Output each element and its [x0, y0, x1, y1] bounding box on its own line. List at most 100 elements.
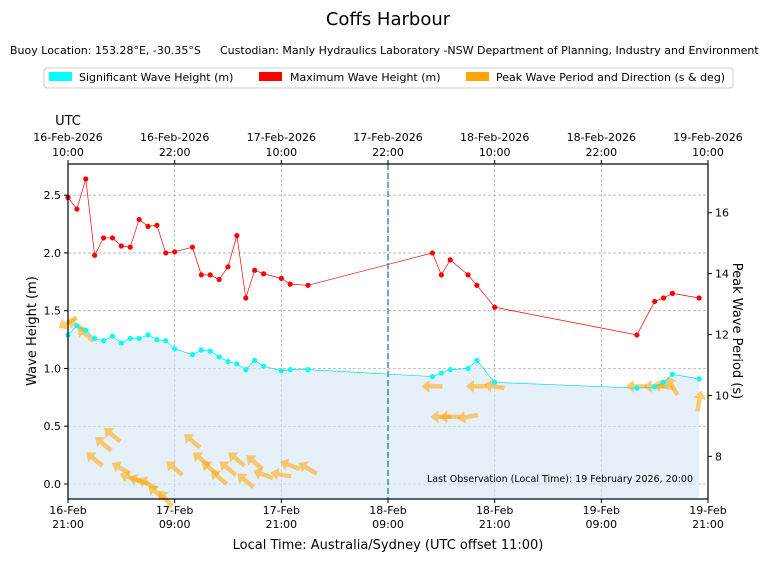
legend-swatch-maximum: [259, 72, 282, 81]
chart-title: Coffs Harbour: [326, 9, 451, 30]
significant-wave-point: [252, 357, 258, 363]
significant-wave-point: [74, 323, 80, 329]
peak-period-arrow-shape: [253, 467, 274, 481]
peak-period-arrow: [279, 458, 301, 471]
maximum-wave-point: [305, 282, 311, 288]
peak-period-arrow: [95, 437, 113, 453]
peak-period-arrow: [665, 376, 680, 397]
peak-period-arrow: [184, 434, 202, 450]
peak-period-arrow-shape: [279, 458, 301, 471]
y-tick-label: 2.0: [44, 247, 62, 260]
maximum-wave-point: [163, 250, 169, 256]
x-top-tick-label-date: 16-Feb-2026: [140, 131, 209, 144]
significant-wave-point: [189, 352, 196, 358]
maximum-wave-point: [216, 276, 222, 283]
maximum-wave-point: [172, 249, 178, 255]
x-tick-label-time: 21:00: [52, 518, 84, 531]
maximum-wave-point: [287, 281, 293, 287]
peak-period-arrow-shape: [86, 452, 104, 468]
peak-period-arrow-shape: [166, 461, 184, 477]
maximum-wave-point: [109, 235, 116, 241]
peak-period-arrow-shape: [665, 376, 680, 397]
maximum-wave-point: [634, 332, 640, 338]
significant-wave-point: [260, 363, 267, 369]
significant-wave-point: [447, 367, 453, 373]
peak-period-arrow-shape: [457, 410, 479, 424]
legend-label-peak: Peak Wave Period and Direction (s & deg): [496, 71, 725, 84]
maximum-wave-point: [136, 216, 142, 223]
peak-period-arrow-shape: [270, 467, 292, 481]
maximum-wave-point: [74, 206, 80, 212]
significant-wave-point: [243, 367, 249, 373]
peak-period-arrow-shape: [77, 327, 95, 343]
peak-period-arrow: [465, 379, 487, 393]
maximum-wave-point: [92, 252, 98, 258]
legend-swatch-peak: [466, 72, 489, 81]
peak-period-arrow: [228, 452, 246, 468]
x-tick-label-time: 21:00: [265, 518, 297, 531]
maximum-wave-point: [145, 223, 151, 229]
y-tick-label: 0.0: [44, 478, 62, 491]
x-tick-label-time: 21:00: [692, 518, 724, 531]
maximum-wave-point: [465, 272, 471, 278]
x-top-tick-label-date: 17-Feb-2026: [353, 131, 422, 144]
maximum-wave-point: [278, 275, 284, 281]
significant-wave-point: [216, 354, 222, 360]
x-tick-label-time: 09:00: [585, 518, 617, 531]
significant-wave-point: [83, 327, 89, 333]
maximum-wave-point: [225, 264, 231, 270]
peak-period-arrow: [457, 410, 479, 424]
maximum-wave-point: [118, 243, 124, 249]
significant-wave-point: [109, 333, 116, 339]
y-right-tick-label: 16: [715, 207, 729, 220]
peak-period-arrow: [86, 452, 104, 468]
significant-wave-point: [287, 367, 293, 373]
y-axis-label-right: Peak Wave Period (s): [729, 263, 744, 399]
peak-period-arrows: [58, 315, 707, 509]
x-tick-label-time: 09:00: [372, 518, 404, 531]
peak-period-arrow: [237, 473, 255, 489]
peak-period-arrow-shape: [298, 461, 318, 476]
significant-wave-fill-base: [68, 483, 700, 499]
peak-period-arrow: [77, 327, 95, 343]
significant-wave-point: [278, 368, 284, 374]
x-top-tick-label-time: 22:00: [159, 146, 191, 159]
significant-wave-point: [234, 361, 240, 367]
maximum-wave-point: [154, 222, 160, 228]
subtitle-custodian: Custodian: Manly Hydraulics Laboratory -…: [220, 44, 759, 57]
peak-period-arrow: [104, 427, 122, 444]
peak-period-arrow: [298, 461, 318, 476]
peak-period-arrow: [270, 467, 292, 481]
maximum-wave-point: [100, 235, 107, 241]
legend: Significant Wave Height (m) Maximum Wave…: [43, 67, 734, 89]
maximum-wave-point: [696, 295, 702, 301]
significant-wave-point: [465, 365, 471, 372]
significant-wave-point: [172, 346, 178, 352]
maximum-wave-point: [234, 233, 240, 239]
maximum-wave-point: [438, 272, 444, 278]
significant-wave-point: [492, 379, 498, 385]
significant-wave-series: [65, 323, 702, 391]
significant-wave-point: [225, 358, 231, 365]
x-tick-label-date: 18-Feb: [369, 504, 406, 517]
y-tick-label: 0.5: [44, 420, 62, 433]
maximum-wave-point: [198, 272, 204, 278]
axis-ticks: 0.00.51.01.52.02.581012141616-Feb21:0017…: [33, 131, 742, 531]
y-right-tick-label: 10: [715, 389, 729, 402]
significant-wave-point: [100, 338, 107, 344]
maximum-wave-point: [207, 272, 213, 278]
y-right-tick-label: 12: [715, 329, 729, 342]
peak-period-arrow: [253, 467, 274, 481]
significant-wave-point: [92, 335, 98, 342]
maximum-wave-point: [492, 304, 498, 310]
peak-period-arrow-shape: [246, 455, 264, 471]
x-tick-label-time: 09:00: [159, 518, 191, 531]
peak-period-arrow-shape: [652, 379, 674, 393]
significant-wave-point: [474, 357, 480, 363]
peak-period-arrow-shape: [95, 437, 113, 453]
peak-period-arrow: [421, 379, 443, 393]
maximum-wave-series: [65, 176, 702, 338]
x-top-tick-label-date: 17-Feb-2026: [247, 131, 316, 144]
y-tick-label: 1.0: [44, 362, 62, 375]
last-observation-note: Last Observation (Local Time): 19 Februa…: [427, 474, 693, 485]
